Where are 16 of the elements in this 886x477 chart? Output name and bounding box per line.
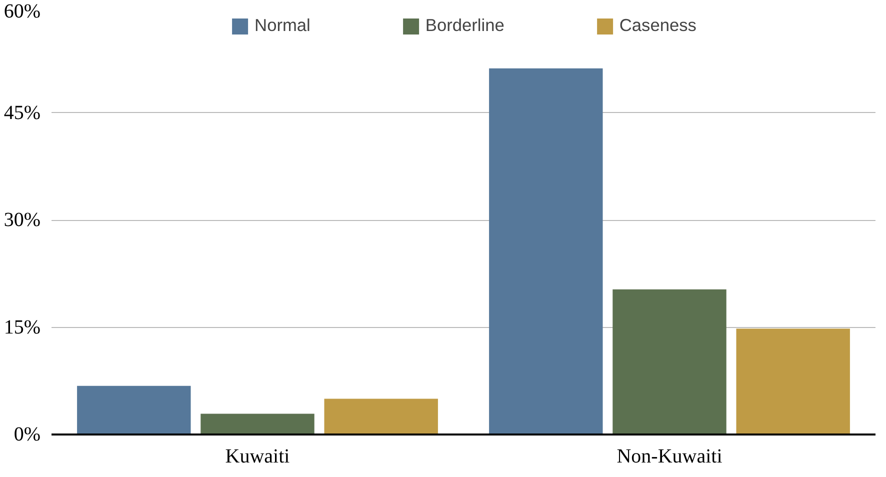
legend-label: Borderline [425, 15, 504, 36]
bar [489, 68, 603, 434]
bar [736, 328, 850, 434]
x-tick-label: Non-Kuwaiti [616, 446, 723, 468]
legend-label: Normal [254, 15, 310, 36]
bar [324, 398, 438, 434]
y-tick-label: 60% [4, 0, 41, 22]
legend-label: Caseness [619, 15, 696, 36]
y-tick-label: 0% [14, 424, 41, 446]
y-tick-label: 30% [4, 209, 41, 231]
y-tick-label: 45% [4, 102, 41, 124]
bar [200, 414, 314, 434]
x-tick-label: Kuwaiti [225, 446, 290, 468]
bar [612, 289, 726, 434]
y-tick-label: 15% [4, 316, 41, 338]
bar [77, 386, 191, 434]
